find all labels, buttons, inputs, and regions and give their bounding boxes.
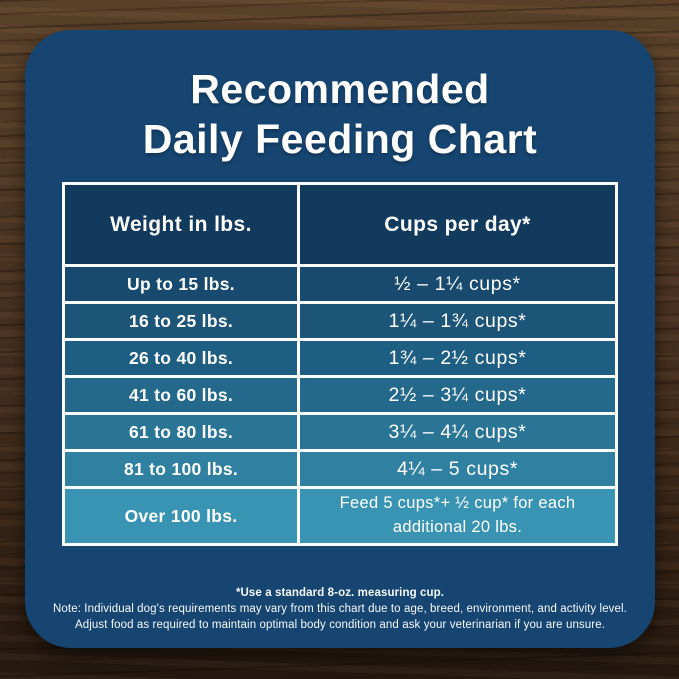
table-row: 61 to 80 lbs. 3¼ – 4¼ cups* (61, 412, 618, 452)
feeding-chart-card: Recommended Daily Feeding Chart Weight i… (25, 30, 655, 648)
weight-cell: Over 100 lbs. (61, 486, 301, 546)
table-row: 16 to 25 lbs. 1¼ – 1¾ cups* (61, 301, 618, 341)
cups-cell: Feed 5 cups*+ ½ cup* for each additional… (297, 486, 618, 546)
footnote-adjust: Adjust food as required to maintain opti… (74, 618, 606, 631)
weight-cell: 41 to 60 lbs. (61, 375, 301, 415)
cups-cell: 2½ – 3¼ cups* (297, 375, 618, 415)
table-row: Over 100 lbs. Feed 5 cups*+ ½ cup* for e… (61, 486, 618, 546)
feeding-table: Weight in lbs. Cups per day* Up to 15 lb… (61, 182, 618, 546)
cups-cell: 4¼ – 5 cups* (297, 449, 618, 489)
header-cell-cups: Cups per day* (297, 182, 618, 267)
table-row: 41 to 60 lbs. 2½ – 3¼ cups* (61, 375, 618, 415)
table-row: 81 to 100 lbs. 4¼ – 5 cups* (61, 449, 618, 489)
chart-title-line1: Recommended (190, 66, 490, 112)
cups-cell-text: Feed 5 cups*+ ½ cup* for each additional… (339, 494, 576, 536)
cups-cell: 3¼ – 4¼ cups* (297, 412, 618, 452)
chart-title: Recommended Daily Feeding Chart (25, 64, 655, 164)
weight-cell: 81 to 100 lbs. (61, 449, 301, 489)
table-row: Up to 15 lbs. ½ – 1¼ cups* (61, 264, 618, 304)
footnote-measuring-cup: *Use a standard 8-oz. measuring cup. (235, 587, 445, 599)
header-row: Weight in lbs. Cups per day* (61, 182, 618, 267)
header-cell-weight: Weight in lbs. (61, 182, 301, 267)
cups-cell: ½ – 1¼ cups* (297, 264, 618, 304)
cups-cell: 1¾ – 2½ cups* (297, 338, 618, 378)
footnote-note: Note: Individual dog's requirements may … (53, 602, 627, 615)
weight-cell: 16 to 25 lbs. (61, 301, 301, 341)
weight-cell: 26 to 40 lbs. (61, 338, 301, 378)
cups-cell: 1¼ – 1¾ cups* (297, 301, 618, 341)
weight-cell: Up to 15 lbs. (61, 264, 301, 304)
table-row: 26 to 40 lbs. 1¾ – 2½ cups* (61, 338, 618, 378)
weight-cell: 61 to 80 lbs. (61, 412, 301, 452)
chart-title-line2: Daily Feeding Chart (142, 116, 538, 163)
footnotes: *Use a standard 8-oz. measuring cup. Not… (25, 586, 655, 634)
